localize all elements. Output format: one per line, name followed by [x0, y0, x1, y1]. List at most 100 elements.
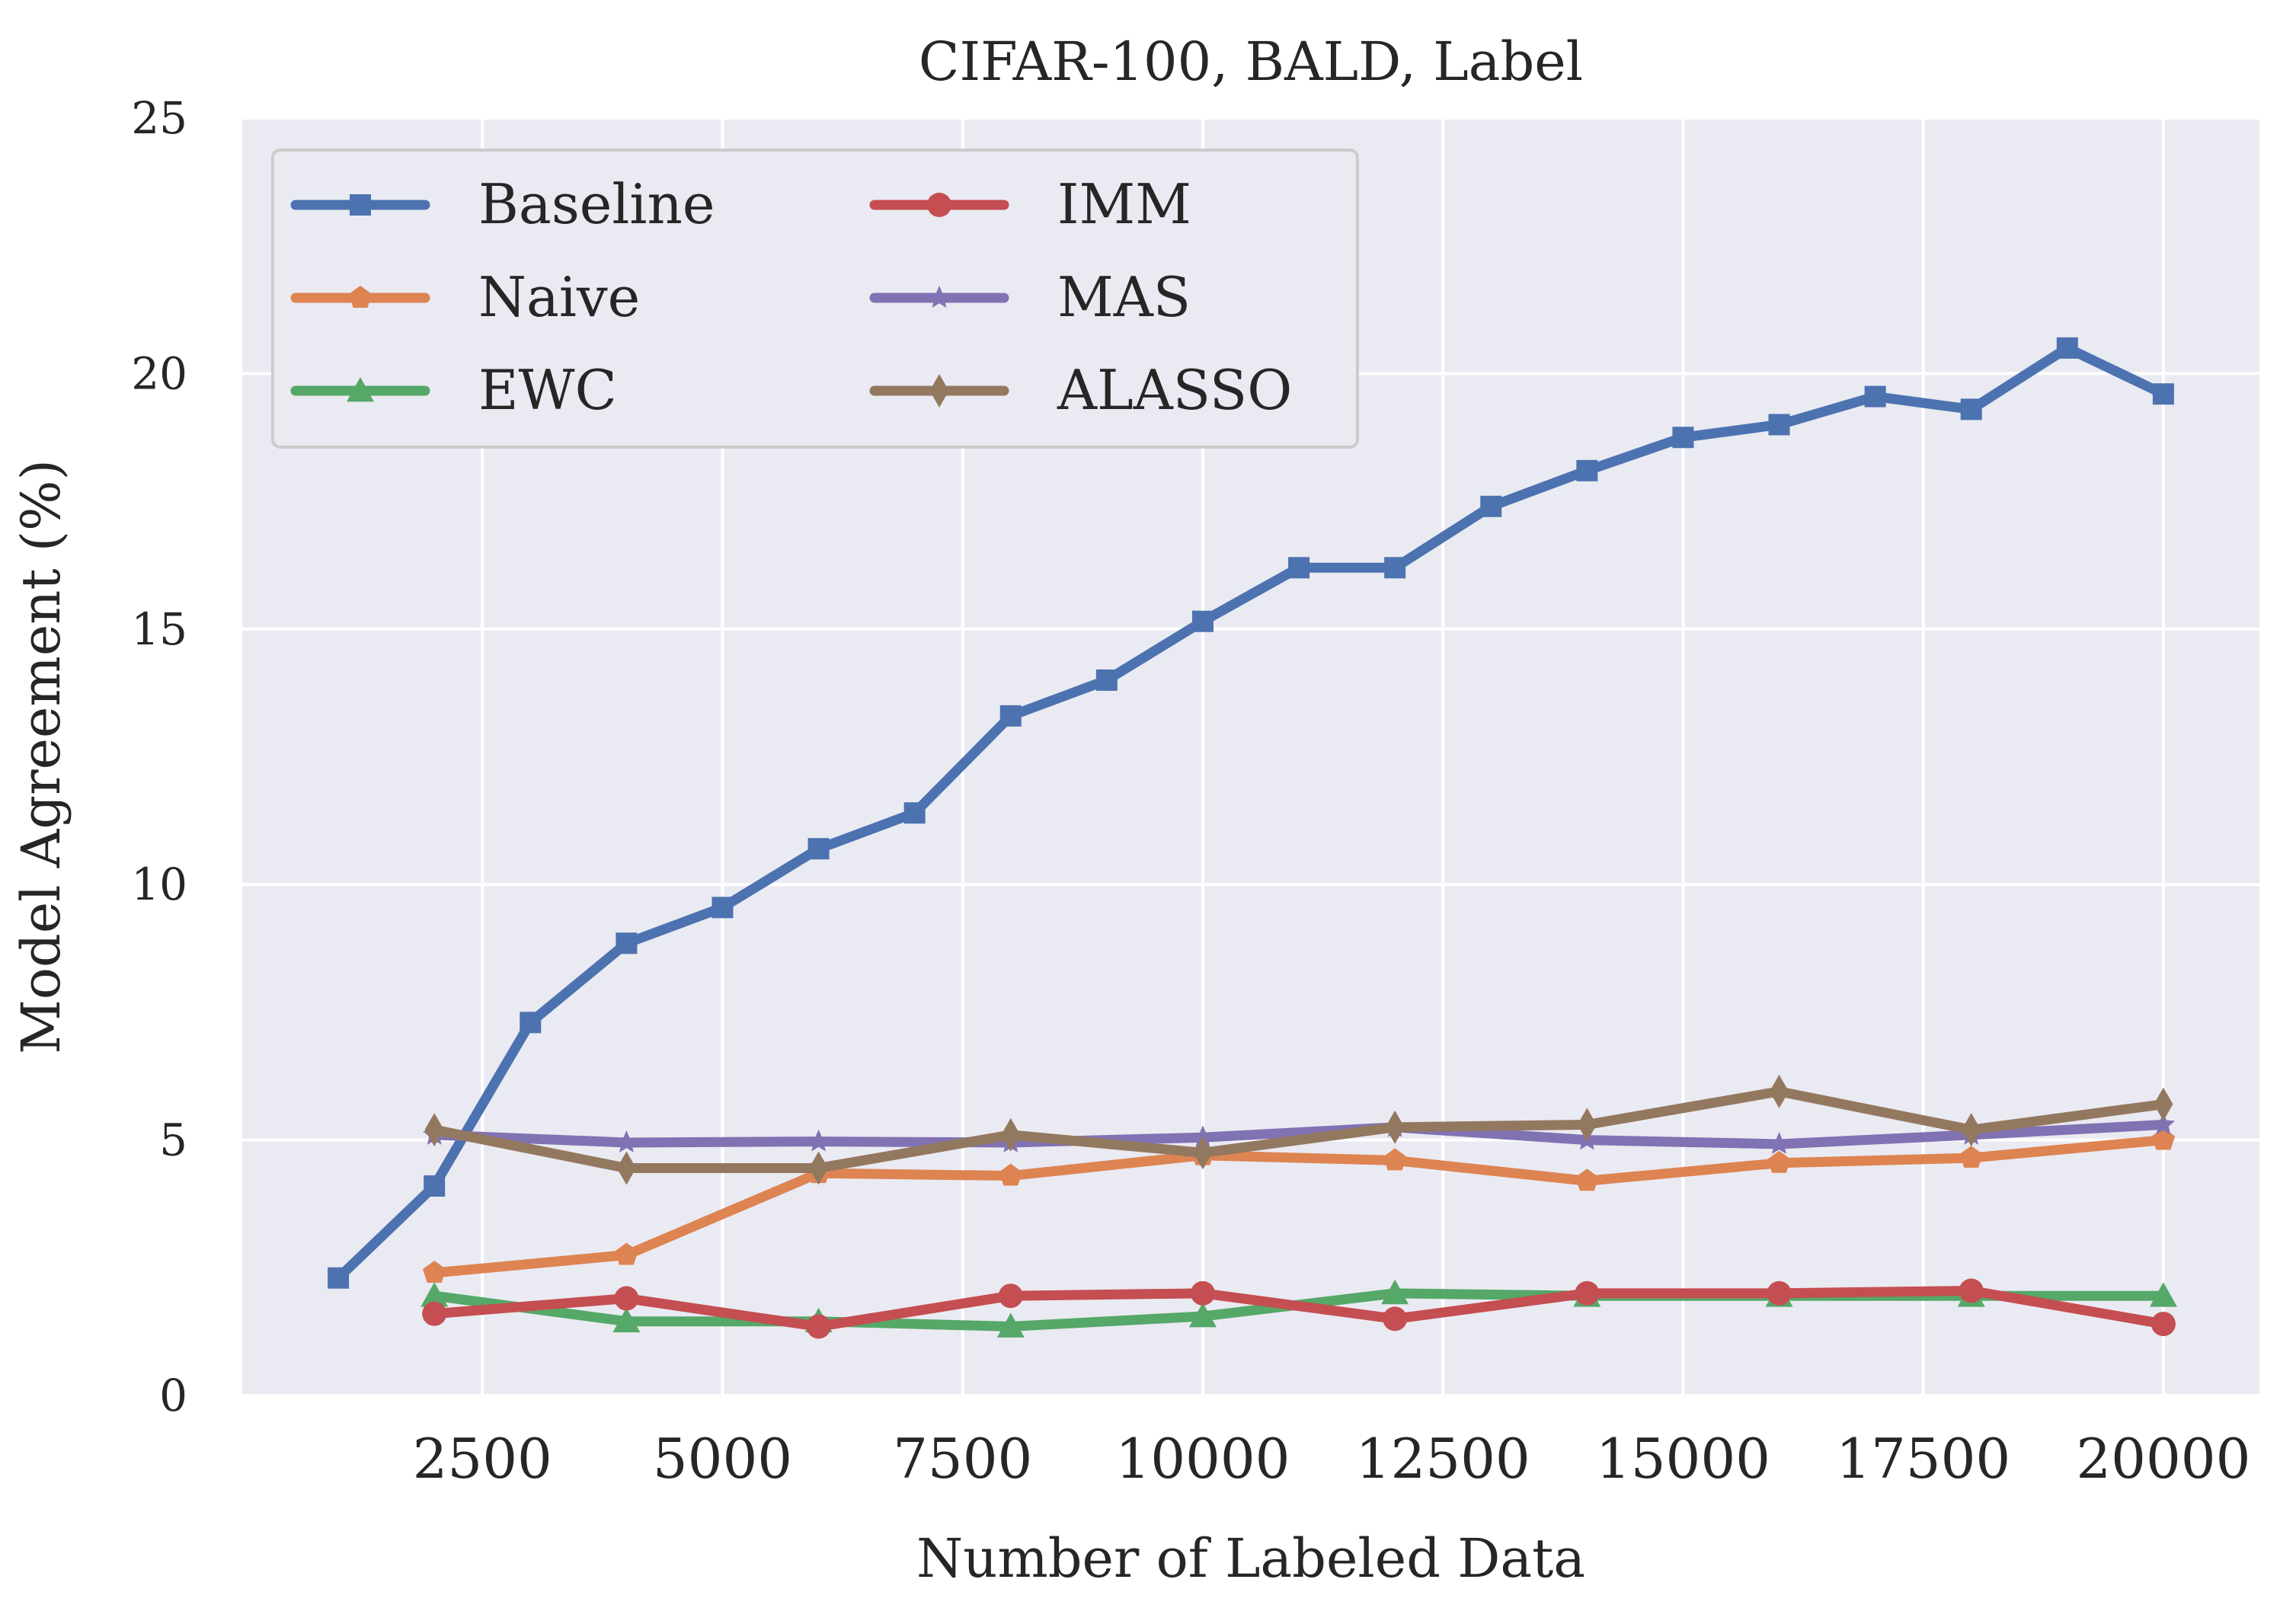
legend-marker-mas: [927, 286, 951, 308]
series-line-baseline: [333, 343, 2169, 1284]
data-point-alasso: [2154, 1087, 2173, 1121]
data-point-imm: [1190, 1280, 1215, 1306]
data-point-ewc: [612, 1307, 641, 1333]
x-tick-label: 17500: [1836, 1427, 2010, 1491]
x-tick-label: 10000: [1115, 1427, 1290, 1491]
data-point-naive: [1767, 1150, 1791, 1173]
data-point-baseline: [807, 838, 830, 860]
series-line-mas: [429, 1119, 2169, 1149]
data-point-ewc: [996, 1312, 1025, 1338]
data-point-imm: [1959, 1278, 1984, 1303]
data-point-baseline: [1095, 669, 1118, 691]
series-line-imm: [429, 1285, 2169, 1331]
data-point-imm: [1767, 1280, 1792, 1306]
data-point-naive: [999, 1163, 1022, 1186]
y-tick-label: 20: [131, 347, 187, 399]
legend-item-baseline: Baseline: [290, 172, 715, 236]
data-point-alasso: [1962, 1113, 1981, 1147]
data-point-imm: [806, 1314, 831, 1339]
data-point-imm: [614, 1286, 639, 1311]
legend-item-ewc: EWC: [290, 358, 617, 422]
data-point-baseline: [1864, 385, 1886, 408]
data-point-naive: [1383, 1148, 1407, 1171]
data-point-baseline: [903, 802, 926, 824]
data-point-baseline: [712, 897, 734, 919]
y-axis-ticks: 0 5 10 15 20 25: [131, 92, 187, 1421]
data-point-alasso: [1577, 1108, 1597, 1142]
data-point-baseline: [1288, 557, 1310, 579]
data-point-baseline: [1576, 459, 1598, 481]
data-point-naive: [615, 1242, 638, 1265]
data-point-imm: [1383, 1306, 1408, 1331]
data-point-baseline: [1480, 495, 1502, 517]
x-tick-label: 20000: [2076, 1427, 2250, 1491]
legend-box: [271, 149, 1359, 449]
data-point-imm: [1575, 1280, 1600, 1306]
legend-item-naive: Naive: [290, 265, 640, 329]
data-point-imm: [998, 1284, 1023, 1309]
legend-label-ewc: EWC: [478, 358, 617, 422]
data-point-baseline: [424, 1175, 446, 1197]
data-point-mas: [2151, 1112, 2176, 1135]
y-tick-label: 10: [131, 858, 187, 910]
data-point-baseline: [999, 705, 1022, 727]
legend-marker-imm: [927, 193, 951, 217]
x-tick-label: 7500: [893, 1427, 1032, 1491]
legend-label-baseline: Baseline: [478, 172, 715, 236]
legend-item-alasso: ALASSO: [869, 358, 1292, 422]
data-point-baseline: [1384, 557, 1406, 579]
data-point-mas: [1767, 1131, 1791, 1154]
data-point-alasso: [808, 1151, 829, 1185]
chart-title: CIFAR-100, BALD, Label: [919, 30, 1583, 93]
legend: Baseline Naive EWC IMM MAS ALASSO: [271, 149, 1359, 449]
legend-label-naive: Naive: [478, 265, 640, 329]
data-point-baseline: [616, 932, 638, 954]
data-point-alasso: [1385, 1110, 1405, 1144]
legend-label-imm: IMM: [1057, 172, 1191, 236]
legend-marker-naive: [348, 286, 373, 308]
legend-marker-ewc: [347, 377, 374, 402]
x-tick-label: 12500: [1356, 1427, 1530, 1491]
legend-label-mas: MAS: [1057, 265, 1191, 329]
series-line-alasso: [429, 1086, 2169, 1173]
data-point-baseline: [2056, 337, 2078, 359]
legend-marker-baseline: [350, 194, 371, 216]
data-point-baseline: [1672, 427, 1694, 449]
y-axis-label: Model Agreement (%): [10, 459, 72, 1054]
data-point-alasso: [424, 1113, 444, 1147]
data-point-baseline: [1191, 610, 1214, 632]
data-point-ewc: [421, 1282, 449, 1307]
data-point-ewc: [1188, 1303, 1217, 1328]
x-tick-label: 2500: [413, 1427, 552, 1491]
series-lines: [328, 337, 2177, 1339]
data-point-naive: [1959, 1146, 1983, 1168]
y-tick-label: 0: [159, 1370, 187, 1421]
x-axis-ticks: 2500 5000 7500 10000 12500 15000 17500 20000: [413, 1427, 2251, 1491]
data-point-alasso: [616, 1151, 636, 1185]
x-axis-label: Number of Labeled Data: [916, 1527, 1585, 1590]
y-tick-label: 25: [131, 92, 187, 144]
legend-label-alasso: ALASSO: [1057, 358, 1292, 422]
legend-item-imm: IMM: [869, 172, 1191, 236]
y-tick-label: 5: [159, 1114, 187, 1166]
series-alasso: [424, 1074, 2173, 1185]
data-point-alasso: [1001, 1117, 1021, 1152]
data-point-baseline: [2152, 383, 2174, 405]
data-point-baseline: [328, 1267, 350, 1289]
data-point-alasso: [1769, 1074, 1789, 1108]
data-point-mas: [615, 1130, 638, 1152]
series-line-naive: [429, 1135, 2169, 1278]
data-point-imm: [2151, 1312, 2176, 1337]
data-point-baseline: [1768, 414, 1790, 436]
data-point-imm: [422, 1301, 447, 1326]
series-baseline: [328, 337, 2174, 1289]
x-tick-label: 5000: [653, 1427, 792, 1491]
x-tick-label: 15000: [1596, 1427, 1770, 1491]
data-point-baseline: [520, 1012, 542, 1034]
y-tick-label: 15: [131, 603, 187, 655]
legend-marker-alasso: [929, 374, 949, 408]
data-point-ewc: [1381, 1279, 1409, 1305]
data-point-ewc: [2149, 1282, 2177, 1307]
